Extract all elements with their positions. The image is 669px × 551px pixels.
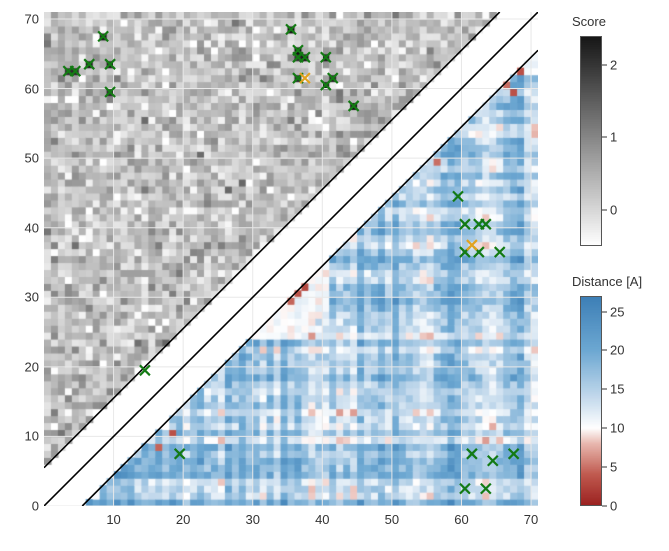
y-tick-label: 60 bbox=[14, 81, 39, 96]
colorbar-score-tick-label: 1 bbox=[610, 130, 617, 145]
colorbar-distance-tick-label: 5 bbox=[610, 460, 617, 475]
colorbar-distance-tick-mark bbox=[602, 311, 607, 312]
colorbar-distance-tick-mark bbox=[602, 428, 607, 429]
colorbar-score-tick-mark bbox=[602, 209, 607, 210]
colorbar-distance-tick-label: 20 bbox=[610, 343, 624, 358]
colorbar-score-tick-label: 0 bbox=[610, 202, 617, 217]
colorbar-distance-tick-label: 0 bbox=[610, 499, 617, 514]
x-tick-label: 20 bbox=[176, 512, 190, 527]
main-plot bbox=[44, 12, 538, 506]
x-tick-label: 10 bbox=[106, 512, 120, 527]
y-tick-label: 30 bbox=[14, 290, 39, 305]
x-tick-label: 30 bbox=[245, 512, 259, 527]
y-tick-label: 40 bbox=[14, 220, 39, 235]
colorbar-distance-tick-mark bbox=[602, 350, 607, 351]
colorbar-distance-tick-mark bbox=[602, 467, 607, 468]
x-tick-label: 50 bbox=[385, 512, 399, 527]
colorbar-score-border bbox=[580, 36, 602, 246]
y-tick-label: 10 bbox=[14, 429, 39, 444]
colorbar-score-tick-mark bbox=[602, 137, 607, 138]
colorbar-distance-tick-mark bbox=[602, 506, 607, 507]
figure: 10203040506070 010203040506070 Score012 … bbox=[0, 0, 669, 551]
colorbar-distance-border bbox=[580, 296, 602, 506]
x-tick-label: 70 bbox=[524, 512, 538, 527]
colorbar-score-title: Score bbox=[572, 14, 606, 29]
colorbar-distance-tick-label: 15 bbox=[610, 382, 624, 397]
x-tick-label: 40 bbox=[315, 512, 329, 527]
x-tick-label: 60 bbox=[454, 512, 468, 527]
y-tick-label: 20 bbox=[14, 359, 39, 374]
colorbar-distance-tick-mark bbox=[602, 389, 607, 390]
y-tick-label: 70 bbox=[14, 11, 39, 26]
colorbar-distance-tick-label: 25 bbox=[610, 304, 624, 319]
overlay-svg bbox=[44, 12, 538, 506]
colorbar-score-tick-mark bbox=[602, 64, 607, 65]
colorbar-distance-tick-label: 10 bbox=[610, 421, 624, 436]
colorbar-distance-title: Distance [A] bbox=[572, 274, 642, 289]
y-tick-label: 0 bbox=[14, 499, 39, 514]
colorbar-score-tick-label: 2 bbox=[610, 57, 617, 72]
y-tick-label: 50 bbox=[14, 151, 39, 166]
